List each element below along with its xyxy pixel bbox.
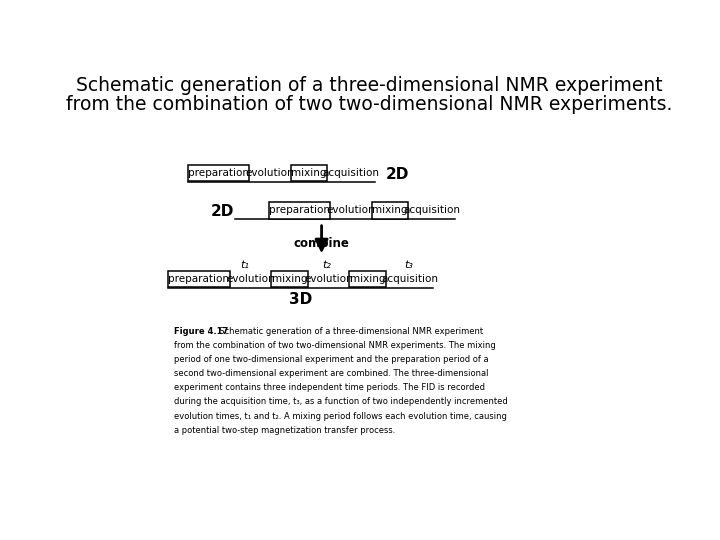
Text: 2D: 2D <box>386 167 409 181</box>
Text: a potential two-step magnetization transfer process.: a potential two-step magnetization trans… <box>174 426 395 435</box>
Text: acquisition: acquisition <box>403 205 460 215</box>
Text: evolution times, t₁ and t₂. A mixing period follows each evolution time, causing: evolution times, t₁ and t₂. A mixing per… <box>174 411 507 421</box>
Text: from the combination of two two-dimensional NMR experiments.: from the combination of two two-dimensio… <box>66 95 672 114</box>
Bar <box>349 271 386 287</box>
Text: acquisition: acquisition <box>381 274 438 284</box>
Text: Schematic generation of a three-dimensional NMR experiment: Schematic generation of a three-dimensio… <box>214 327 483 336</box>
Bar <box>372 202 408 219</box>
Bar <box>269 202 330 219</box>
Text: t₃: t₃ <box>405 260 413 270</box>
Text: evolution: evolution <box>226 274 275 284</box>
Text: period of one two-dimensional experiment and the preparation period of a: period of one two-dimensional experiment… <box>174 355 488 364</box>
Text: 3D: 3D <box>289 292 312 307</box>
Text: mixing: mixing <box>292 168 327 178</box>
Text: t₂: t₂ <box>323 260 332 270</box>
Text: second two-dimensional experiment are combined. The three-dimensional: second two-dimensional experiment are co… <box>174 369 488 378</box>
Bar <box>291 165 327 181</box>
Text: Schematic generation of a three-dimensional NMR experiment: Schematic generation of a three-dimensio… <box>76 76 662 95</box>
Text: Figure 4.17: Figure 4.17 <box>174 327 228 336</box>
Text: acquisition: acquisition <box>323 168 379 178</box>
Text: experiment contains three independent time periods. The FID is recorded: experiment contains three independent ti… <box>174 383 485 392</box>
Text: during the acquisition time, t₃, as a function of two independently incremented: during the acquisition time, t₃, as a fu… <box>174 397 508 407</box>
Bar <box>271 271 307 287</box>
Text: mixing: mixing <box>372 205 408 215</box>
Text: mixing: mixing <box>350 274 385 284</box>
Text: preparation: preparation <box>168 274 229 284</box>
Text: from the combination of two two-dimensional NMR experiments. The mixing: from the combination of two two-dimensio… <box>174 341 495 350</box>
Text: evolution: evolution <box>246 168 294 178</box>
Text: preparation: preparation <box>188 168 249 178</box>
Text: combine: combine <box>294 237 349 250</box>
Text: evolution: evolution <box>305 274 353 284</box>
Text: preparation: preparation <box>269 205 330 215</box>
Text: 2D: 2D <box>210 204 234 219</box>
Text: evolution: evolution <box>327 205 375 215</box>
Text: mixing: mixing <box>271 274 307 284</box>
Bar <box>188 165 249 181</box>
Text: t₁: t₁ <box>240 260 250 270</box>
Bar <box>168 271 230 287</box>
